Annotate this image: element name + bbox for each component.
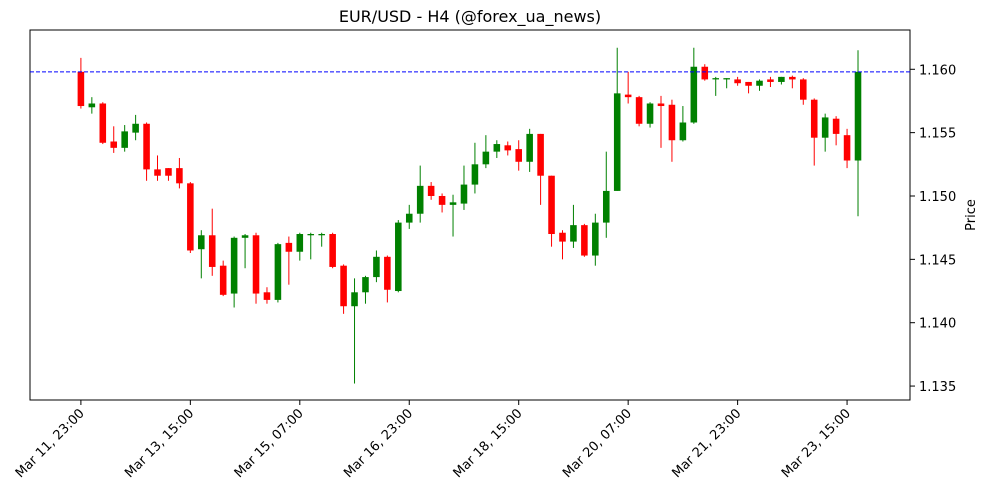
candle-body <box>570 225 577 242</box>
candle-body <box>581 225 588 256</box>
candle-body <box>690 66 698 123</box>
candle-body <box>778 76 785 82</box>
candle-body <box>843 135 851 161</box>
candle-body <box>318 234 325 236</box>
candle-body <box>329 234 336 267</box>
candle-body <box>132 123 139 133</box>
candle-body <box>515 149 522 162</box>
candle-body <box>99 103 107 143</box>
candle-body <box>307 234 315 236</box>
candle-body <box>296 234 304 252</box>
candle-body <box>482 151 490 165</box>
candle-body <box>110 141 118 148</box>
candle-body <box>165 168 172 176</box>
candle-body <box>362 277 369 293</box>
candle-body <box>756 80 763 86</box>
candle-body <box>635 97 643 124</box>
candle-body <box>613 93 621 191</box>
candle-body <box>854 71 862 161</box>
candle-body <box>405 213 413 223</box>
candle-body <box>143 123 150 170</box>
candle-body <box>668 104 676 141</box>
candle-body <box>646 103 654 124</box>
candle-body <box>88 103 96 108</box>
candle-body <box>176 168 183 184</box>
candle-body <box>602 190 610 223</box>
candle-body <box>789 76 796 80</box>
y-tick-label: 1.140 <box>919 317 956 332</box>
candle-body <box>504 145 512 151</box>
candle-body <box>241 235 249 238</box>
candle-body <box>219 265 227 295</box>
y-axis-label: Price <box>964 199 979 231</box>
candle-body <box>745 81 752 86</box>
candle-body <box>460 184 468 204</box>
candle-body <box>767 79 774 82</box>
y-tick-label: 1.150 <box>919 190 956 205</box>
candle-body <box>712 78 720 80</box>
candle-body <box>198 235 205 250</box>
candle-body <box>592 222 599 256</box>
candle-body <box>493 144 501 152</box>
y-tick-label: 1.135 <box>919 380 956 395</box>
x-tick-label: Mar 21, 23:00 <box>670 406 745 481</box>
candle-body <box>800 79 807 100</box>
candle-body <box>701 66 709 80</box>
candle-body <box>832 118 840 134</box>
candle-body <box>734 79 741 84</box>
candle-body <box>559 232 566 242</box>
candle-body <box>471 164 479 185</box>
x-tick-label: Mar 18, 15:00 <box>451 406 526 481</box>
candle-body <box>723 78 730 80</box>
candle-body <box>340 265 347 307</box>
chart-title: EUR/USD - H4 (@forex_ua_news) <box>339 7 601 27</box>
candle-body <box>548 175 555 235</box>
candle-body <box>438 195 446 205</box>
candle-body <box>416 185 424 214</box>
candle-body <box>208 235 216 267</box>
candle-body <box>121 131 128 148</box>
x-tick-label: Mar 16, 23:00 <box>341 406 416 481</box>
candle-body <box>252 235 260 294</box>
candle-body <box>624 94 632 98</box>
candle-body <box>810 99 818 138</box>
candle-body <box>679 122 687 141</box>
candle-body <box>657 103 665 107</box>
candle-body <box>821 117 829 138</box>
candle-body <box>384 256 391 290</box>
x-tick-label: Mar 15, 07:00 <box>232 406 307 481</box>
y-tick-label: 1.160 <box>919 63 956 78</box>
plot-frame <box>29 29 911 401</box>
x-tick-label: Mar 13, 15:00 <box>122 406 197 481</box>
candle-body <box>263 292 271 300</box>
candle-body <box>395 222 402 292</box>
candle-body <box>77 71 85 107</box>
candle-body <box>285 242 293 252</box>
x-tick-label: Mar 23, 15:00 <box>779 406 854 481</box>
candle-body <box>274 244 282 300</box>
candle-body <box>187 183 194 251</box>
candle-body <box>373 256 380 278</box>
candle-body <box>351 292 358 307</box>
candle-body <box>230 237 238 294</box>
candle-body <box>537 133 544 176</box>
candle-body <box>154 169 161 176</box>
x-tick-label: Mar 11, 23:00 <box>13 406 88 481</box>
y-tick-label: 1.155 <box>919 127 956 142</box>
candle-body <box>427 185 435 196</box>
y-tick-label: 1.145 <box>919 253 956 268</box>
candle-body <box>526 133 533 162</box>
candle-body <box>449 202 457 205</box>
x-tick-label: Mar 20, 07:00 <box>560 406 635 481</box>
